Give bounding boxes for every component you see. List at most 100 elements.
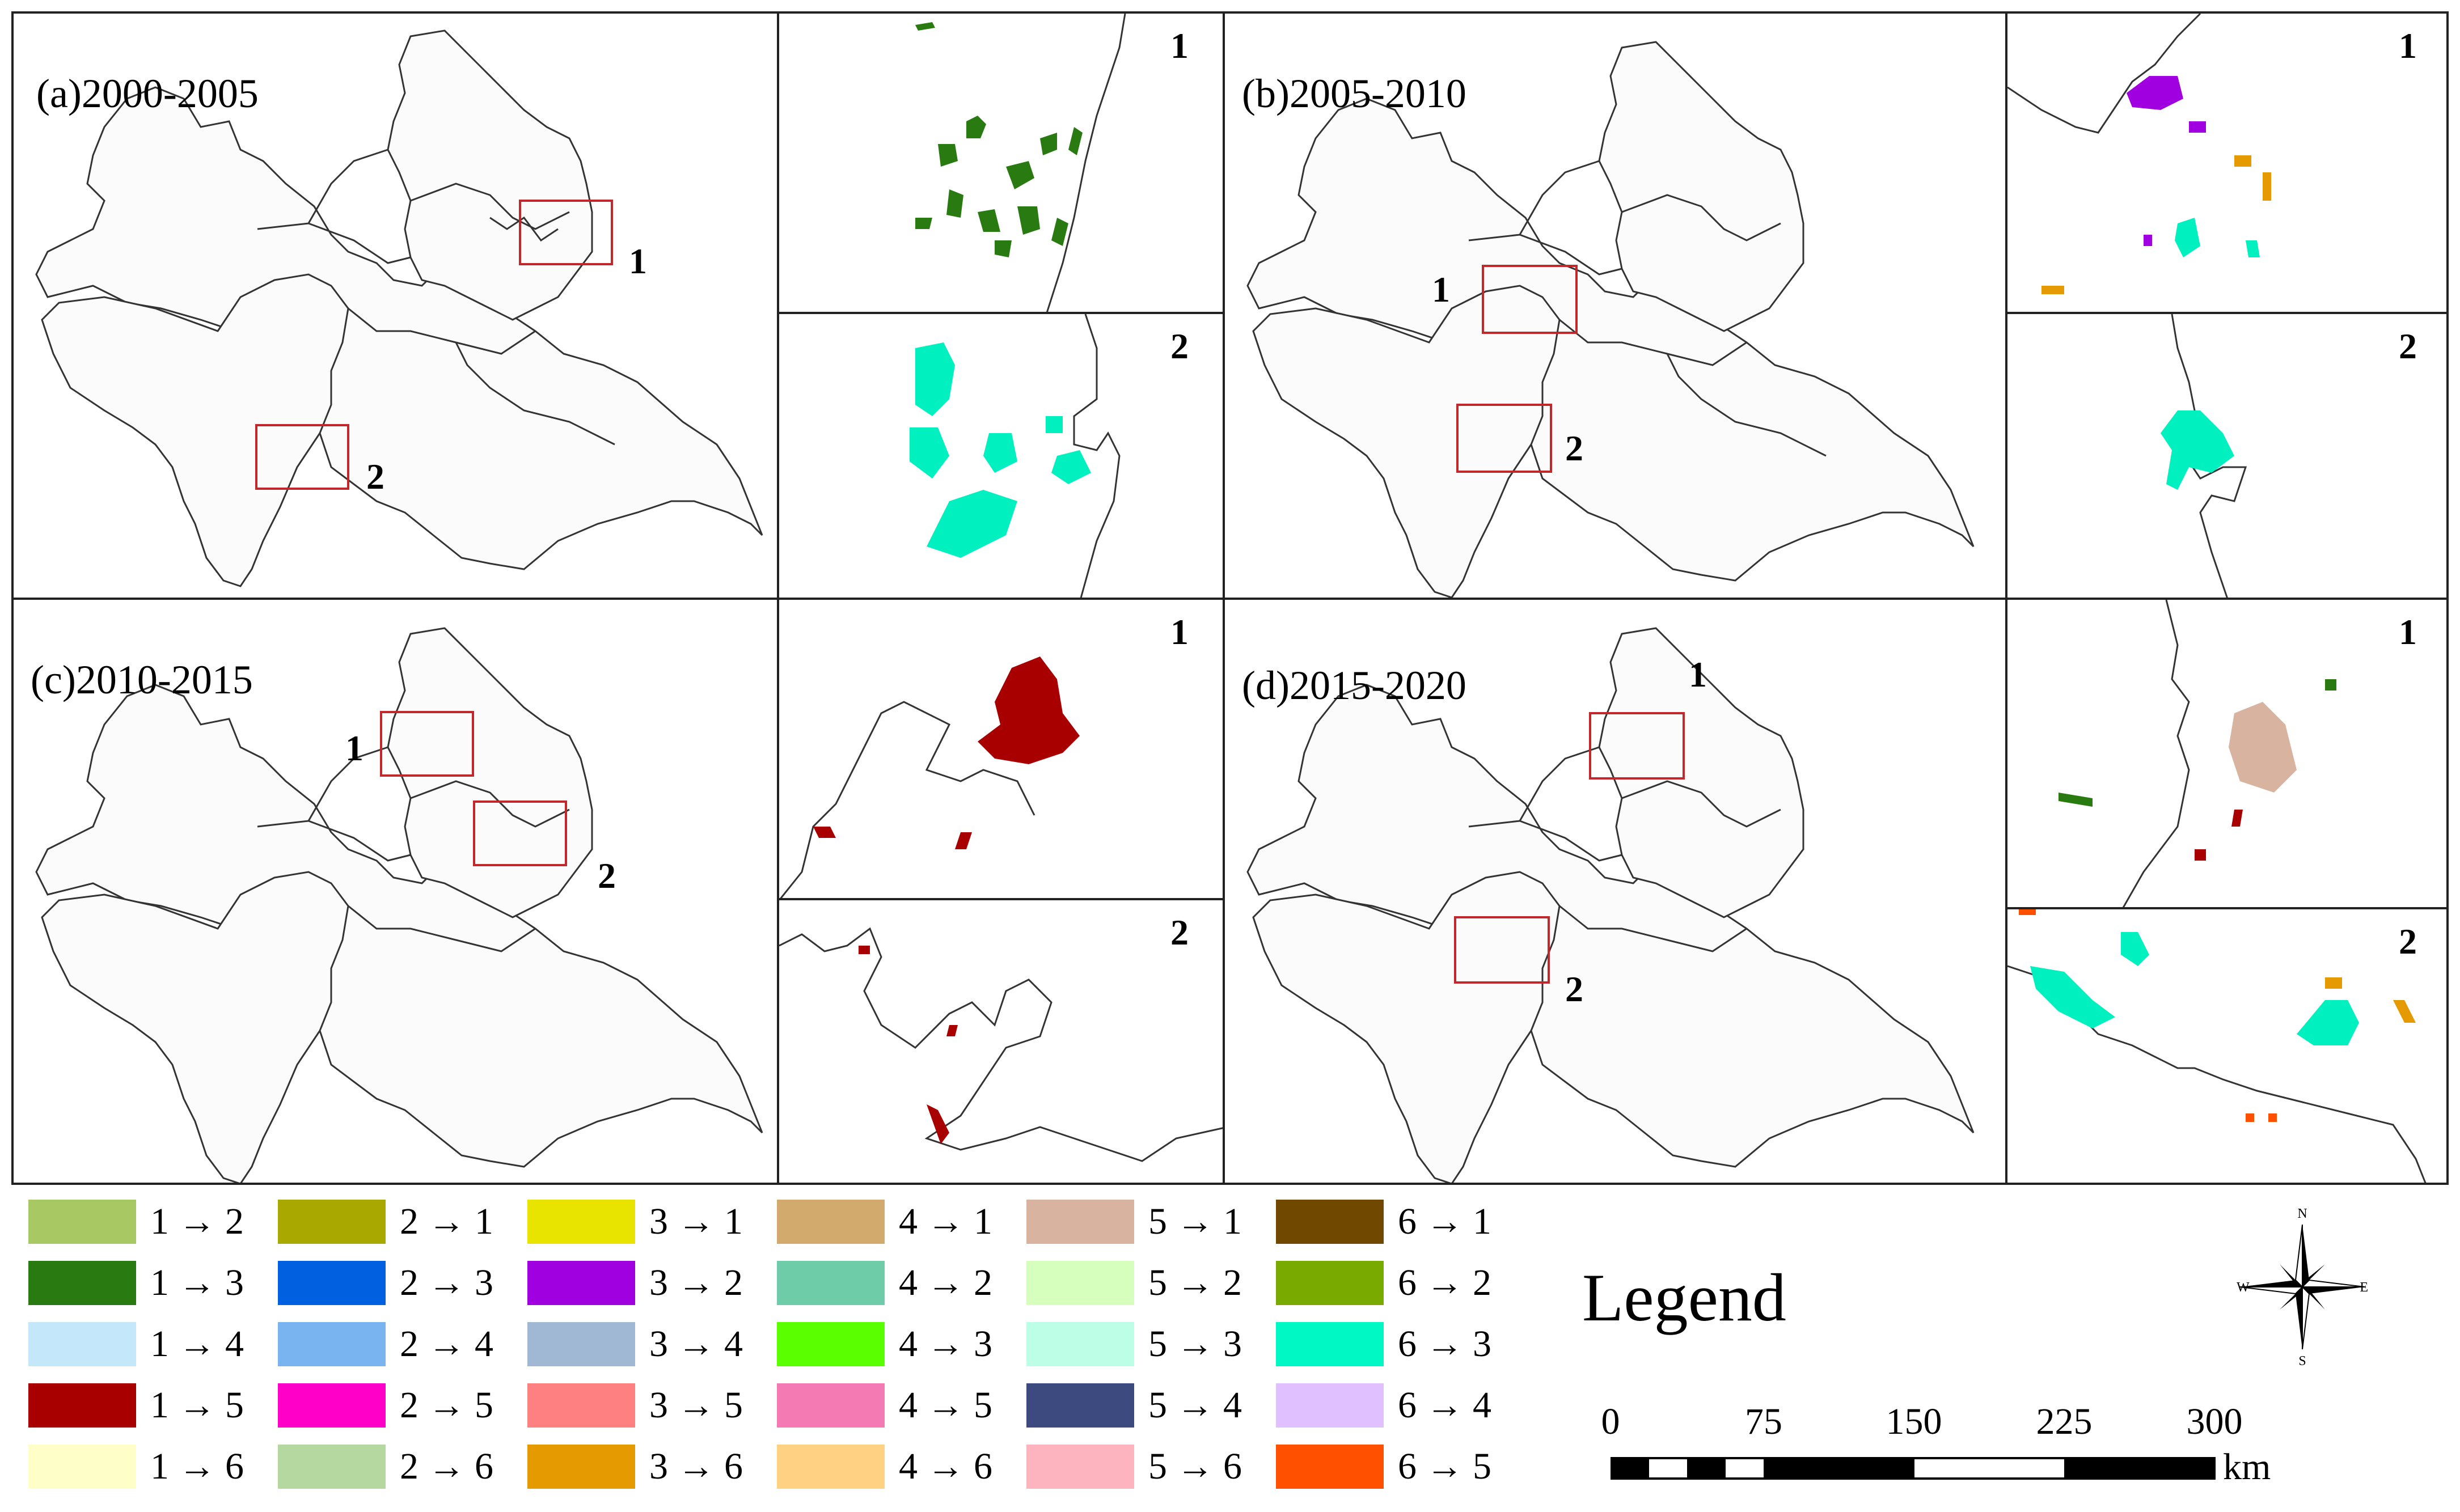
legend-item: 5 → 2 bbox=[1026, 1257, 1276, 1308]
main-map-a: (a)2000-2005 1 2 bbox=[11, 11, 779, 600]
legend-item: 4 → 1 bbox=[777, 1196, 1026, 1247]
inset-c1-map bbox=[780, 657, 1080, 898]
panel-title: (b)2005-2010 bbox=[1242, 71, 1466, 116]
legend-label: 5 → 2 bbox=[1148, 1262, 1242, 1303]
legend-item: 1 → 2 bbox=[28, 1196, 278, 1247]
legend-label: 3 → 5 bbox=[649, 1384, 743, 1426]
legend-label: 1 → 5 bbox=[150, 1384, 244, 1426]
legend-item: 6 → 3 bbox=[1276, 1319, 1525, 1370]
inset-a2: 2 bbox=[777, 312, 1225, 600]
inset-number: 1 bbox=[1170, 26, 1189, 66]
region-outline-a bbox=[35, 29, 763, 587]
legend-swatch bbox=[278, 1322, 386, 1366]
legend-swatch bbox=[278, 1445, 386, 1489]
legend-item: 6 → 2 bbox=[1276, 1257, 1525, 1308]
legend-swatch bbox=[28, 1445, 136, 1489]
box-1-label: 1 bbox=[629, 241, 647, 281]
legend-item: 4 → 3 bbox=[777, 1319, 1026, 1370]
legend-swatch bbox=[1276, 1383, 1384, 1428]
legend-swatch bbox=[777, 1445, 885, 1489]
legend-item: 1 → 5 bbox=[28, 1380, 278, 1431]
legend-item: 4 → 5 bbox=[777, 1380, 1026, 1431]
main-map-c: (c)2010-2015 1 2 bbox=[11, 598, 779, 1185]
inset-d2: 2 bbox=[2005, 907, 2449, 1185]
legend-label: 2 → 1 bbox=[400, 1201, 493, 1242]
legend-swatch bbox=[1026, 1445, 1134, 1489]
legend-swatch bbox=[777, 1261, 885, 1305]
legend-swatch bbox=[527, 1200, 635, 1244]
inset-b2: 2 bbox=[2005, 312, 2449, 600]
legend-label: 6 → 2 bbox=[1398, 1262, 1491, 1303]
legend-item: 3 → 5 bbox=[527, 1380, 777, 1431]
legend-swatch bbox=[1276, 1200, 1384, 1244]
inset-a1-map bbox=[915, 14, 1126, 312]
main-map-d: (d)2015-2020 1 2 bbox=[1223, 598, 2007, 1185]
scale-bar: 0 75 150 225 300 km bbox=[1599, 1400, 2271, 1502]
legend-label: 5 → 1 bbox=[1148, 1201, 1242, 1242]
box-1-label: 1 bbox=[1432, 269, 1450, 310]
legend-label: 2 → 6 bbox=[400, 1446, 493, 1487]
compass-s: S bbox=[2298, 1354, 2306, 1366]
box-2-label: 2 bbox=[598, 855, 616, 896]
legend-label: 4 → 3 bbox=[899, 1323, 992, 1365]
legend-item: 3 → 6 bbox=[527, 1441, 777, 1492]
legend-label: 2 → 4 bbox=[400, 1323, 493, 1365]
legend-item: 1 → 3 bbox=[28, 1257, 278, 1308]
legend-label: 3 → 1 bbox=[649, 1201, 743, 1242]
highlight-box-2 bbox=[1454, 916, 1550, 984]
inset-d1: 1 bbox=[2005, 598, 2449, 909]
panel-title: (d)2015-2020 bbox=[1242, 663, 1466, 708]
legend-label: 6 → 3 bbox=[1398, 1323, 1491, 1365]
legend-item: 5 → 1 bbox=[1026, 1196, 1276, 1247]
legend-swatch bbox=[1026, 1383, 1134, 1428]
inset-number: 2 bbox=[2399, 326, 2417, 366]
legend-swatch bbox=[777, 1383, 885, 1428]
legend-item: 3 → 4 bbox=[527, 1319, 777, 1370]
box-2-label: 2 bbox=[1565, 428, 1583, 468]
legend-item: 3 → 2 bbox=[527, 1257, 777, 1308]
legend-swatch bbox=[527, 1261, 635, 1305]
panel-title: (a)2000-2005 bbox=[36, 71, 259, 116]
highlight-box-1 bbox=[1589, 712, 1685, 780]
inset-number: 2 bbox=[1170, 912, 1189, 952]
scale-tick: 225 bbox=[2036, 1401, 2093, 1442]
compass-n: N bbox=[2297, 1206, 2307, 1221]
legend-label: 4 → 5 bbox=[899, 1384, 992, 1426]
legend-swatch bbox=[1276, 1322, 1384, 1366]
inset-d1-map bbox=[2059, 600, 2336, 907]
legend-item: 2 → 5 bbox=[278, 1380, 527, 1431]
scale-tick: 0 bbox=[1601, 1401, 1620, 1442]
legend-label: 1 → 2 bbox=[150, 1201, 244, 1242]
legend-swatch bbox=[527, 1445, 635, 1489]
region-outline-d bbox=[1246, 627, 1975, 1183]
legend-label: 1 → 4 bbox=[150, 1323, 244, 1365]
legend-label: 4 → 1 bbox=[899, 1201, 992, 1242]
legend-label: 3 → 6 bbox=[649, 1446, 743, 1487]
legend-swatch bbox=[777, 1322, 885, 1366]
legend-item: 6 → 4 bbox=[1276, 1380, 1525, 1431]
highlight-box-2 bbox=[1456, 404, 1552, 473]
highlight-box-1 bbox=[380, 711, 474, 777]
legend-swatch bbox=[278, 1200, 386, 1244]
inset-a2-map bbox=[910, 314, 1121, 598]
inset-c1: 1 bbox=[777, 598, 1225, 900]
legend-swatch bbox=[777, 1200, 885, 1244]
box-2-label: 2 bbox=[1565, 969, 1583, 1009]
inset-b1-map bbox=[2007, 14, 2271, 294]
inset-number: 2 bbox=[2399, 921, 2417, 962]
legend-item: 3 → 1 bbox=[527, 1196, 777, 1247]
legend-item: 6 → 5 bbox=[1276, 1441, 1525, 1492]
legend-label: 4 → 6 bbox=[899, 1446, 992, 1487]
legend-swatch bbox=[28, 1200, 136, 1244]
legend-item: 6 → 1 bbox=[1276, 1196, 1525, 1247]
scale-tick: 75 bbox=[1745, 1401, 1782, 1442]
inset-d2-map bbox=[2007, 909, 2427, 1183]
legend-item: 2 → 6 bbox=[278, 1441, 527, 1492]
legend-label: 6 → 1 bbox=[1398, 1201, 1491, 1242]
legend-swatch bbox=[527, 1383, 635, 1428]
legend-label: 1 → 6 bbox=[150, 1446, 244, 1487]
legend-swatch bbox=[28, 1261, 136, 1305]
compass-w: W bbox=[2237, 1280, 2250, 1295]
legend-swatch bbox=[1026, 1322, 1134, 1366]
legend-item: 4 → 2 bbox=[777, 1257, 1026, 1308]
